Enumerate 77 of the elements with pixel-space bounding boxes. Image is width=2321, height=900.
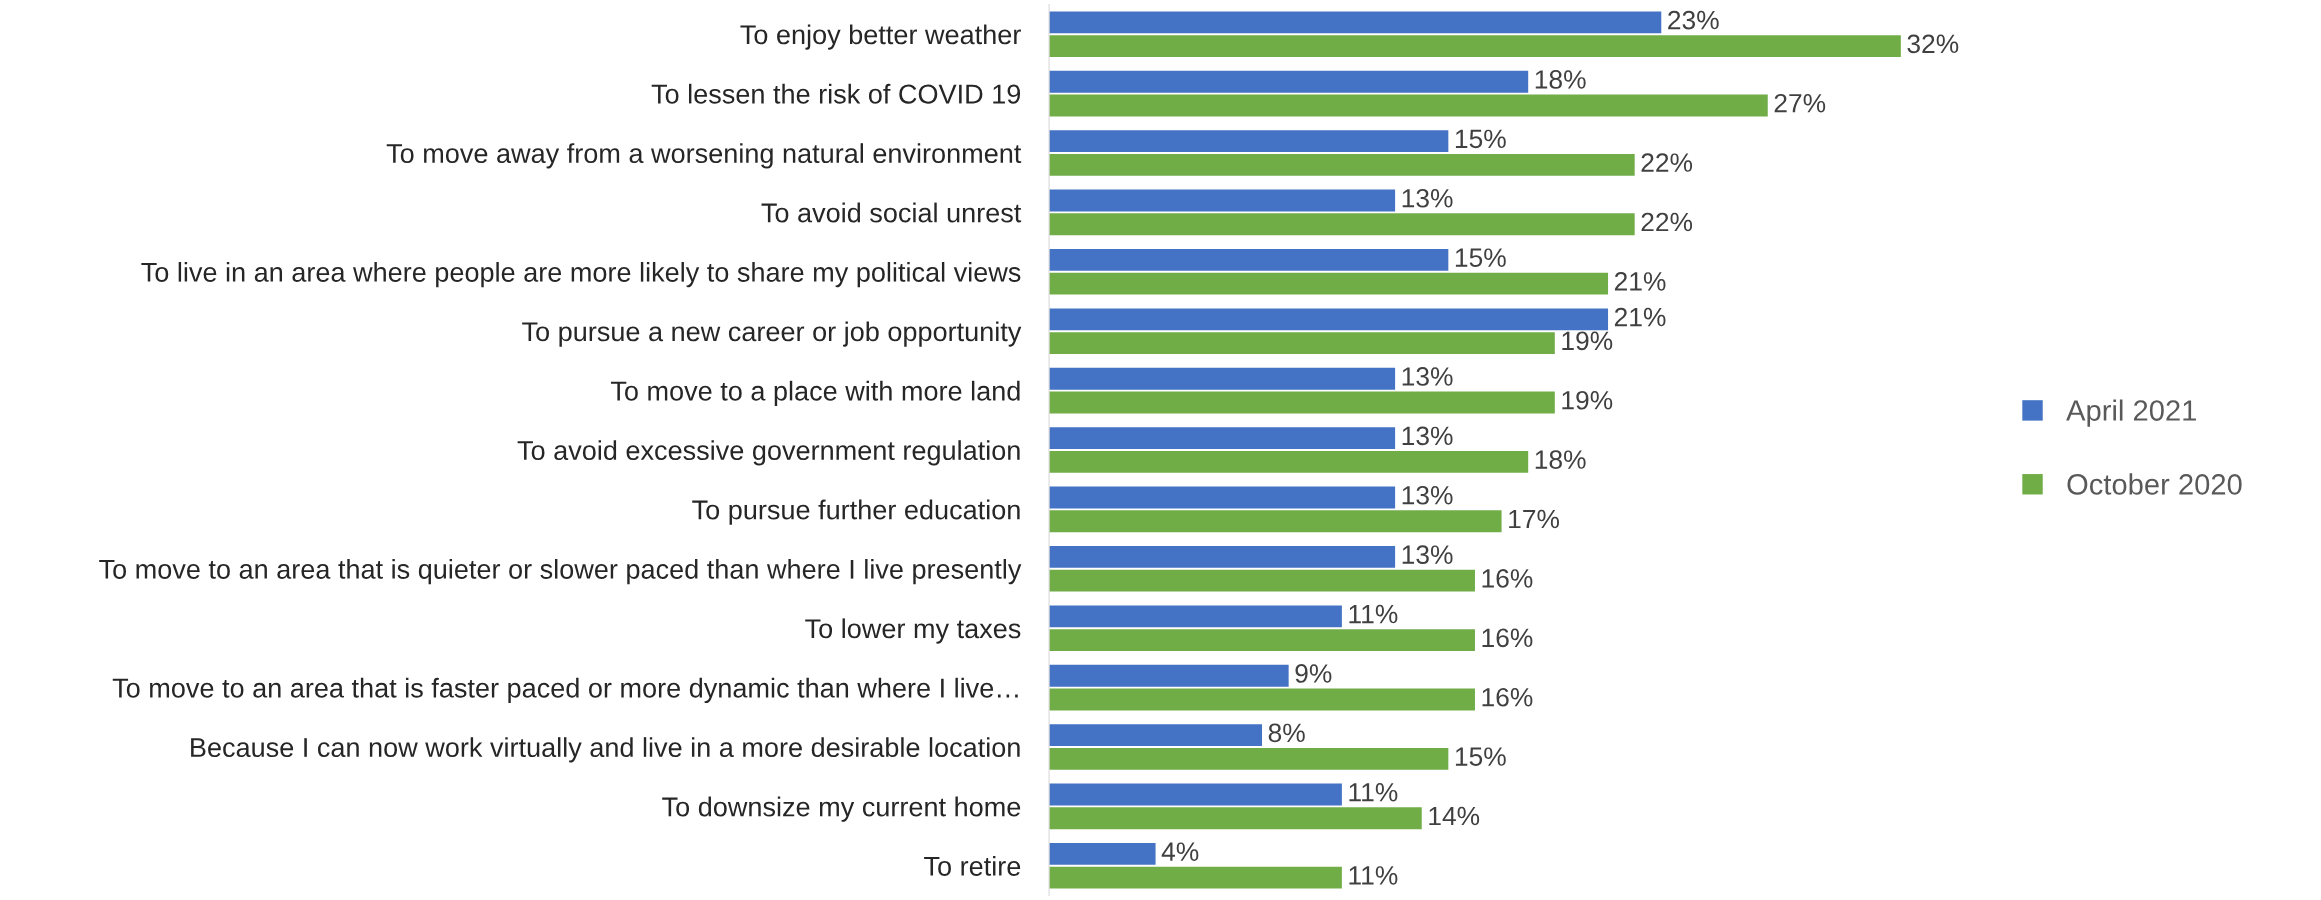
y-tick-label: To avoid excessive government regulation bbox=[517, 440, 1020, 466]
y-tick-label: To downsize my current home bbox=[662, 796, 1021, 822]
y-tick-label: To lower my taxes bbox=[805, 618, 1021, 644]
y-tick-label: To lessen the risk of COVID 19 bbox=[651, 83, 1021, 104]
bar bbox=[1049, 213, 1635, 236]
data-label: 9% bbox=[1295, 664, 1332, 683]
data-label: 27% bbox=[1774, 93, 1826, 113]
bar bbox=[1049, 130, 1449, 153]
bar bbox=[1049, 605, 1342, 628]
bar bbox=[1049, 569, 1475, 592]
bar bbox=[1049, 724, 1263, 747]
data-label: 13% bbox=[1402, 367, 1453, 386]
data-label: 15% bbox=[1455, 248, 1506, 267]
data-label: 11% bbox=[1349, 866, 1398, 885]
data-label: 16% bbox=[1482, 687, 1533, 707]
y-tick-label: To move to an area that is quieter or slower paced than where I live presently bbox=[99, 558, 1022, 585]
data-label: 11% bbox=[1349, 604, 1398, 624]
y-tick-label: To pursue further education bbox=[692, 499, 1020, 525]
y-tick-label: To move away from a worsening natural environment bbox=[386, 143, 1022, 169]
data-label: 22% bbox=[1641, 153, 1693, 172]
data-label: 13% bbox=[1402, 545, 1453, 564]
bar bbox=[1049, 510, 1502, 533]
bar bbox=[1049, 807, 1422, 830]
data-label: 18% bbox=[1535, 450, 1586, 469]
y-tick-label: To avoid social unrest bbox=[761, 202, 1022, 223]
bar bbox=[1049, 153, 1635, 176]
data-label: 13% bbox=[1402, 485, 1453, 505]
bar bbox=[1049, 427, 1396, 450]
data-label: 21% bbox=[1614, 272, 1666, 291]
data-label: 23% bbox=[1668, 10, 1719, 30]
bar bbox=[1049, 308, 1609, 331]
bar bbox=[1049, 866, 1342, 889]
bar bbox=[1049, 688, 1475, 711]
bar bbox=[1049, 842, 1156, 865]
data-label: 32% bbox=[1907, 34, 1959, 54]
bar bbox=[1049, 629, 1475, 652]
bar bbox=[1049, 70, 1529, 93]
bar bbox=[1049, 450, 1529, 473]
data-label: 17% bbox=[1509, 509, 1560, 529]
data-label: 21% bbox=[1614, 307, 1666, 327]
bar bbox=[1049, 783, 1342, 806]
data-label: 19% bbox=[1562, 331, 1613, 351]
bar bbox=[1049, 367, 1396, 390]
bar bbox=[1049, 664, 1289, 687]
bar bbox=[1049, 248, 1449, 271]
data-label: 14% bbox=[1429, 806, 1480, 826]
bar bbox=[1049, 486, 1396, 509]
data-label: 4% bbox=[1161, 842, 1199, 861]
bar bbox=[1049, 332, 1555, 355]
bar bbox=[1049, 272, 1609, 295]
bar bbox=[1049, 94, 1768, 117]
bar bbox=[1049, 35, 1901, 58]
data-label: 22% bbox=[1641, 212, 1693, 232]
y-tick-label: To live in an area where people are more likely to share my political views bbox=[141, 261, 1021, 288]
y-tick-label: To retire bbox=[924, 855, 1021, 876]
data-label: 11% bbox=[1349, 783, 1398, 802]
bar bbox=[1049, 391, 1555, 414]
legend-label: April 2021 bbox=[2066, 399, 2196, 427]
data-label: 8% bbox=[1268, 723, 1305, 743]
data-label: 15% bbox=[1455, 747, 1506, 766]
bar bbox=[1049, 11, 1662, 34]
bar bbox=[1049, 747, 1449, 770]
data-label: 16% bbox=[1482, 569, 1533, 588]
data-label: 13% bbox=[1402, 188, 1453, 208]
data-label: 13% bbox=[1402, 426, 1453, 446]
bar bbox=[1049, 189, 1396, 212]
data-label: 16% bbox=[1482, 628, 1533, 648]
y-tick-label: To move to an area that is faster paced or more dynamic than where I live… bbox=[112, 677, 1018, 704]
y-tick-label: To enjoy better weather bbox=[740, 24, 1021, 50]
bar bbox=[1049, 545, 1396, 568]
data-label: 19% bbox=[1562, 390, 1613, 410]
data-label: 15% bbox=[1455, 129, 1506, 149]
y-tick-label: Because I can now work virtually and live in a more desirable location bbox=[191, 737, 1020, 763]
y-tick-label: To pursue a new career or job opportunity bbox=[522, 321, 1022, 347]
legend-label: October 2020 bbox=[2067, 473, 2242, 495]
y-tick-label: To move to a place with more land bbox=[610, 380, 1020, 407]
data-label: 18% bbox=[1535, 70, 1586, 89]
